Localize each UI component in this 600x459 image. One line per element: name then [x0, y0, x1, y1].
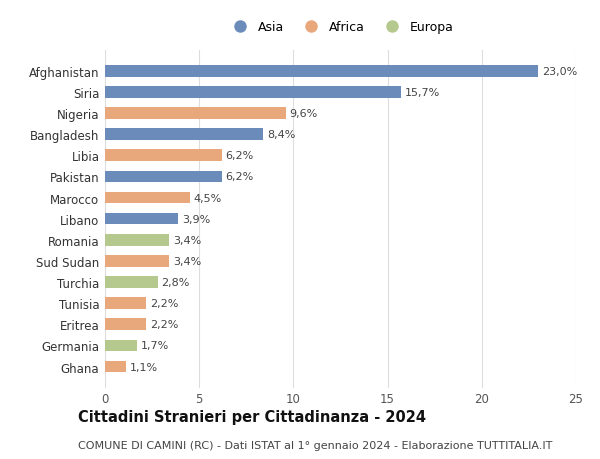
Text: 8,4%: 8,4%: [267, 130, 295, 140]
Bar: [105, 340, 137, 352]
Bar: [105, 319, 146, 330]
Text: 4,5%: 4,5%: [194, 193, 222, 203]
Legend: Asia, Africa, Europa: Asia, Africa, Europa: [223, 16, 458, 39]
Bar: [105, 235, 169, 246]
Text: 6,2%: 6,2%: [226, 151, 254, 161]
Bar: [105, 87, 401, 99]
Bar: [105, 192, 190, 204]
Bar: [105, 213, 178, 225]
Text: 2,2%: 2,2%: [150, 298, 179, 308]
Bar: [105, 129, 263, 140]
Text: 9,6%: 9,6%: [290, 109, 318, 119]
Text: COMUNE DI CAMINI (RC) - Dati ISTAT al 1° gennaio 2024 - Elaborazione TUTTITALIA.: COMUNE DI CAMINI (RC) - Dati ISTAT al 1°…: [78, 440, 553, 450]
Text: 3,9%: 3,9%: [182, 214, 211, 224]
Text: 3,4%: 3,4%: [173, 256, 201, 266]
Text: 3,4%: 3,4%: [173, 235, 201, 245]
Text: 1,7%: 1,7%: [141, 341, 169, 351]
Text: 1,1%: 1,1%: [130, 362, 158, 372]
Bar: [105, 361, 126, 373]
Bar: [105, 171, 222, 183]
Text: 6,2%: 6,2%: [226, 172, 254, 182]
Bar: [105, 108, 286, 120]
Text: 15,7%: 15,7%: [404, 88, 440, 98]
Bar: [105, 150, 222, 162]
Text: Cittadini Stranieri per Cittadinanza - 2024: Cittadini Stranieri per Cittadinanza - 2…: [78, 409, 426, 425]
Bar: [105, 256, 169, 267]
Bar: [105, 277, 158, 288]
Bar: [105, 298, 146, 309]
Bar: [105, 66, 538, 78]
Text: 23,0%: 23,0%: [542, 67, 577, 77]
Text: 2,2%: 2,2%: [150, 319, 179, 330]
Text: 2,8%: 2,8%: [161, 277, 190, 287]
